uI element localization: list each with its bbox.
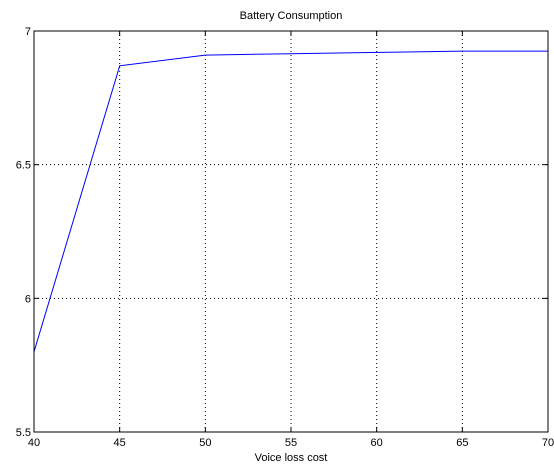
y-tick-labels: 5.5 6 6.5 7	[16, 26, 31, 439]
y-tick-label-6: 6	[25, 293, 31, 305]
x-tick-label-70: 70	[542, 437, 554, 449]
x-tick-label-40: 40	[28, 437, 40, 449]
x-tick-label-65: 65	[456, 437, 468, 449]
x-tick-label-60: 60	[371, 437, 383, 449]
series-line-1	[33, 50, 548, 352]
y-tick-label-7: 7	[25, 26, 31, 38]
x-tick-label-55: 55	[285, 437, 297, 449]
y-tick-label-5-5: 5.5	[16, 427, 31, 439]
chart-title: Battery Consumption	[240, 10, 343, 22]
series-layer	[33, 50, 548, 352]
grid-lines	[34, 31, 548, 432]
y-tick-label-6-5: 6.5	[16, 160, 31, 172]
x-axis-label: Voice loss cost	[255, 452, 328, 464]
tick-marks	[33, 30, 549, 433]
x-tick-labels: 40 45 50 55 60 65 70	[28, 437, 554, 449]
x-tick-label-45: 45	[114, 437, 126, 449]
x-tick-label-50: 50	[199, 437, 211, 449]
